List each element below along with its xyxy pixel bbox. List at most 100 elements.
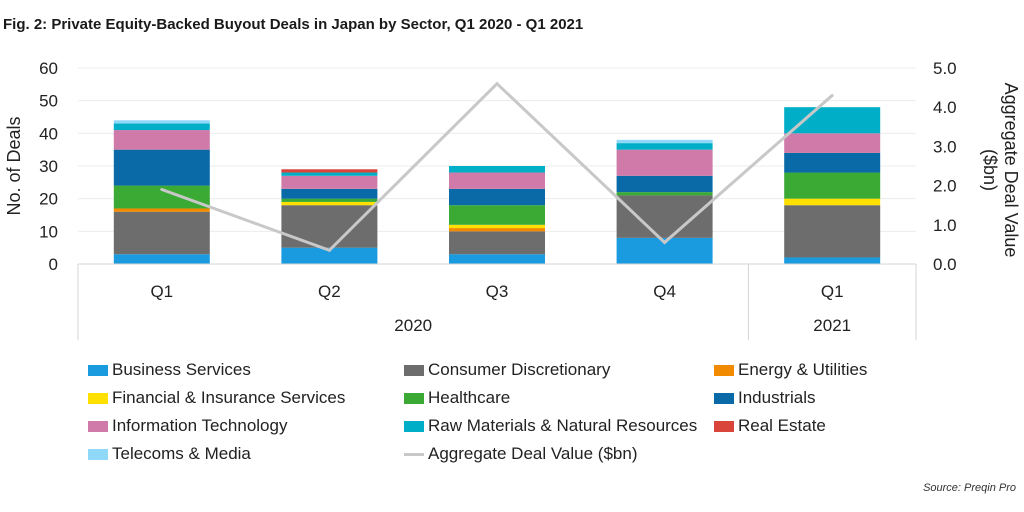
bar-segment [113,208,210,212]
bar-segment [784,133,881,153]
legend-swatch [714,392,734,404]
bar-segment [784,205,881,258]
legend-item: Business Services [88,360,251,380]
legend-label: Raw Materials & Natural Resources [428,416,698,435]
legend-line-swatch [404,452,424,456]
legend-item: Energy & Utilities [714,360,867,380]
legend-swatch [714,420,734,432]
line-point [327,248,331,252]
source-note: Source: Preqin Pro [923,482,1016,494]
bar-segment [281,205,378,248]
line-point [663,240,667,244]
legend-item: Real Estate [714,416,826,436]
bar-segment [281,198,378,202]
legend-item: Raw Materials & Natural Resources [404,416,697,436]
legend-label: Aggregate Deal Value ($bn) [428,444,638,463]
chart-area: 0 10 20 30 40 50 60 0.0 1.0 2.0 3.0 4.0 5.0 2020 2021 Q… [4,59,1021,340]
legend-label: Real Estate [738,416,826,435]
bar-segment [113,185,210,209]
y-tick-label: 40 [39,124,58,143]
legend-item: Information Technology [88,416,287,436]
bar-segment [281,175,378,189]
bar-segment [449,188,545,206]
line-point [160,188,164,192]
bar-segment [281,247,378,264]
chart-title: Fig. 2: Private Equity-Backed Buyout Dea… [3,16,584,33]
bar-segment [616,195,713,238]
legend-item: Aggregate Deal Value ($bn) [404,444,638,464]
legend-label: Telecoms & Media [112,444,251,463]
line-point [830,93,834,97]
y-tick-label: 20 [39,190,58,209]
legend-swatch [404,420,424,432]
legend-swatch [404,392,424,404]
y-tick-label: 60 [39,59,58,78]
category-label: Q4 [653,282,676,301]
y-axis-title: No. of Deals [4,116,24,215]
y-tick-label: 30 [39,157,58,176]
legend-item: Telecoms & Media [88,444,251,464]
y2-axis-title: Aggregate Deal Value($bn) [980,83,1021,258]
bar-segment [449,224,545,229]
legend-label: Industrials [738,388,816,407]
bar-segment [281,169,378,173]
y2-tick-label: 1.0 [933,216,957,235]
y2-tick-label: 3.0 [933,137,957,156]
category-label: Q1 [821,282,844,301]
bar-segment [113,254,210,264]
y2-tick-label: 2.0 [933,177,957,196]
legend-label: Consumer Discretionary [428,360,611,379]
bar-segment [616,143,713,150]
bar-segment [449,172,545,189]
bar-segment [784,152,881,173]
bar-segment [281,188,378,199]
legend-item: Industrials [714,388,815,408]
y2-tick-label: 0.0 [933,255,957,274]
bar-segment [616,192,713,196]
y2-tick-label: 5.0 [933,59,957,78]
y-tick-label: 0 [49,255,58,274]
y-tick-label: 50 [39,92,58,111]
bar-segment [449,228,545,232]
legend-item: Consumer Discretionary [404,360,610,380]
bar-segment [449,205,545,225]
legend-swatch [714,364,734,376]
legend-label: Healthcare [428,388,511,407]
bar-segment [784,172,881,199]
y2-tick-label: 4.0 [933,98,957,117]
legend-label: Business Services [112,360,251,379]
bar-segment [281,201,378,206]
category-label: Q3 [486,282,509,301]
bar-segment [449,254,545,264]
year-group-label: 2020 [394,316,432,335]
legend-label: Energy & Utilities [738,360,868,379]
legend-item: Financial & Insurance Services [88,388,345,408]
legend-swatch [88,448,108,460]
bar-segment [281,172,378,176]
bar-segment [113,211,210,255]
legend-label: Information Technology [112,416,288,435]
legend-swatch [404,364,424,376]
bar-segment [616,175,713,193]
legend-swatch [88,420,108,432]
bar-segment [784,257,881,264]
legend-item: Healthcare [404,388,510,408]
bar-segment [449,231,545,255]
legend-label: Financial & Insurance Services [112,388,346,407]
year-group-label: 2021 [813,316,851,335]
legend-swatch [88,364,108,376]
bar-segment [616,149,713,176]
bar-segment [784,107,881,134]
bar-segment [113,149,210,186]
bar-segment [784,198,881,206]
bar-segment [113,130,210,150]
category-label: Q2 [318,282,341,301]
bar-segment [113,123,210,131]
line-point [495,82,499,86]
legend-swatch [88,392,108,404]
category-label: Q1 [150,282,173,301]
bar-segment [113,120,210,124]
bar-segment [616,139,713,144]
y-tick-label: 10 [39,222,58,241]
bar-segment [449,166,545,173]
